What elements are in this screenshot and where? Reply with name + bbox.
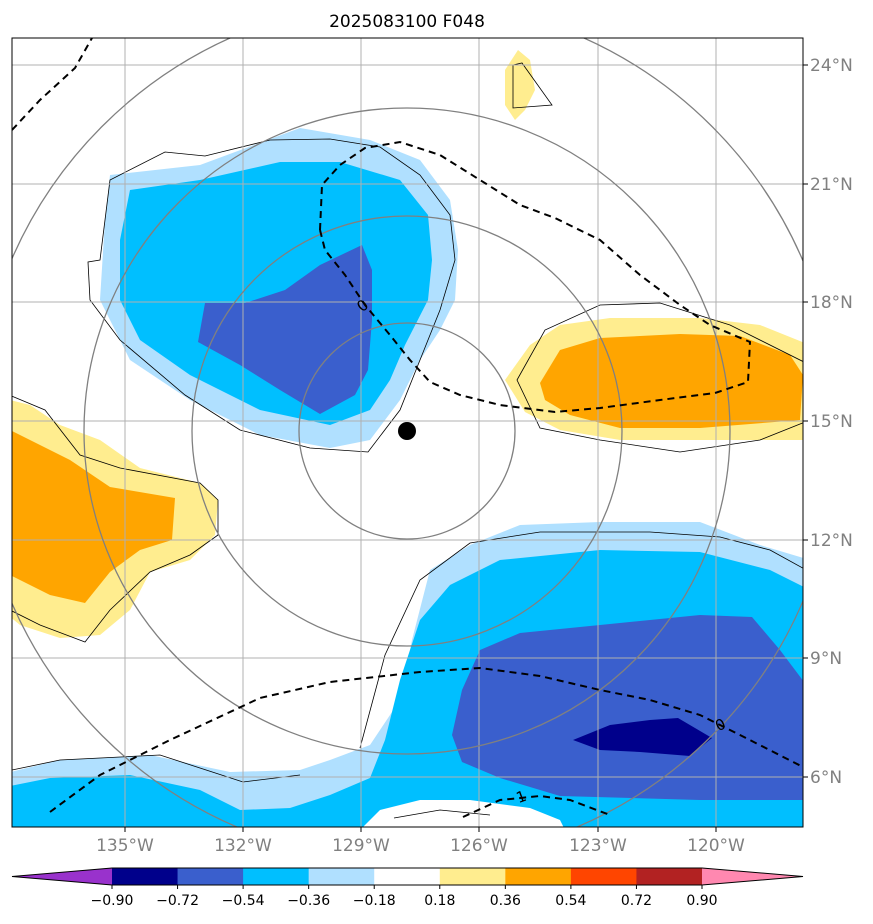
lon-label: 132°W bbox=[214, 836, 272, 856]
colorbar-tick-label: 0.72 bbox=[621, 893, 652, 909]
colorbar-tick-label: −0.54 bbox=[222, 893, 265, 909]
lon-label: 129°W bbox=[332, 836, 390, 856]
colorbar-segment bbox=[112, 868, 179, 885]
lat-label: 9°N bbox=[810, 649, 842, 669]
lat-label: 24°N bbox=[810, 56, 853, 76]
outline-contours bbox=[12, 62, 803, 819]
lat-label: 21°N bbox=[810, 175, 853, 195]
plot-frame bbox=[11, 37, 804, 828]
colorbar-tick-label: −0.36 bbox=[287, 893, 330, 909]
colorbar-segment bbox=[439, 868, 506, 885]
lat-label: 12°N bbox=[810, 531, 853, 551]
lat-label: 15°N bbox=[810, 412, 853, 432]
colorbar-tick-label: 0.90 bbox=[686, 893, 717, 909]
plot-area: 0 0 1 bbox=[12, 38, 803, 827]
lon-label: 135°W bbox=[96, 836, 154, 856]
latitude-labels: 24°N 21°N 18°N 15°N 12°N 9°N 6°N bbox=[810, 56, 853, 788]
colorbar-tick-label: 0.36 bbox=[490, 893, 521, 909]
figure-title: 2025083100 F048 bbox=[329, 12, 485, 32]
shade-orange-west bbox=[12, 431, 175, 603]
distance-rings bbox=[12, 38, 803, 827]
colorbar-tick-label: −0.72 bbox=[156, 893, 199, 909]
shade-white-gap bbox=[363, 800, 564, 827]
colorbar-segment bbox=[505, 868, 572, 885]
shade-yellow-north bbox=[505, 50, 535, 120]
colorbar-segment bbox=[374, 868, 441, 885]
lon-label: 126°W bbox=[450, 836, 508, 856]
shade-mid-blue-se bbox=[452, 615, 803, 800]
lat-label: 18°N bbox=[810, 293, 853, 313]
colorbar-segment bbox=[177, 868, 244, 885]
colorbar-segment bbox=[636, 868, 703, 885]
colorbar-segment bbox=[243, 868, 310, 885]
lon-label: 123°W bbox=[569, 836, 627, 856]
colorbar-segment bbox=[308, 868, 375, 885]
shade-mid-blue-nw bbox=[198, 245, 372, 414]
colorbar-extend-low bbox=[12, 868, 112, 885]
lat-label: 6°N bbox=[810, 768, 842, 788]
colorbar-tick-label: −0.90 bbox=[91, 893, 134, 909]
shade-deep-blue-se bbox=[573, 718, 712, 756]
colorbar-tick-label: 0.18 bbox=[424, 893, 455, 909]
colorbar-segment bbox=[570, 868, 637, 885]
dashed-contours bbox=[12, 38, 803, 818]
colorbar: −0.90 −0.72 −0.54 −0.36 −0.18 0.18 0.36 0.54 0.7… bbox=[11, 867, 804, 909]
storm-center-marker bbox=[398, 422, 416, 440]
tick-marks bbox=[124, 64, 808, 832]
lon-label: 120°W bbox=[687, 836, 745, 856]
gridlines bbox=[12, 38, 803, 827]
shade-orange-east bbox=[540, 334, 803, 428]
colorbar-tick-label: −0.18 bbox=[353, 893, 396, 909]
colorbar-extend-high bbox=[702, 868, 803, 885]
longitude-labels: 135°W 132°W 129°W 126°W 123°W 120°W bbox=[96, 836, 745, 856]
colorbar-tick-label: 0.54 bbox=[555, 893, 586, 909]
